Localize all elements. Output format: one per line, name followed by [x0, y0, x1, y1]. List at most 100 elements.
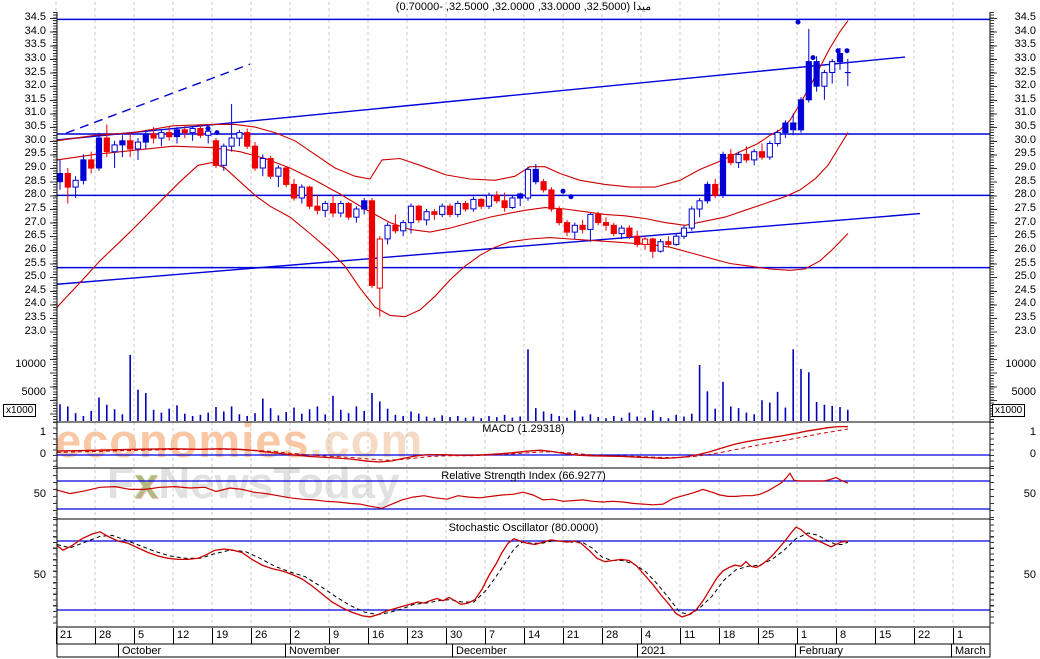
price-label-right: 28.0: [1014, 188, 1036, 201]
price-label-right: 28.5: [1014, 174, 1036, 187]
price-label-right: 25.5: [1014, 256, 1036, 269]
stoch-ruler-left: [53, 519, 57, 627]
price-ruler-right-major: [990, 18, 997, 425]
price-label-right: 24.0: [1014, 297, 1036, 310]
price-label-right: 29.5: [1014, 147, 1036, 160]
rsi-ruler-left: [53, 468, 57, 519]
price-label-left: 26.5: [24, 229, 46, 242]
date-tick-label: 2: [294, 629, 301, 641]
rsi-label-right: 50: [1023, 488, 1036, 500]
macd-label-left: 1: [39, 426, 46, 438]
macd-label-right: 0: [1029, 448, 1036, 460]
date-tick-label: 23: [411, 629, 424, 641]
watermark-brand: economies.com: [55, 417, 423, 464]
price-label-left: 31.0: [24, 106, 46, 119]
price-label-right: 31.5: [1014, 92, 1036, 105]
macd-label-left: 0: [39, 448, 46, 460]
price-label-left: 25.0: [24, 270, 46, 283]
macd-label-right: 1: [1029, 426, 1036, 438]
price-label-left: 33.0: [24, 51, 46, 64]
date-tick-separator: [251, 628, 252, 644]
price-label-left: 34.5: [24, 11, 46, 23]
rsi-label-left: 50: [33, 488, 46, 500]
volume-unit-box-left: x1000: [3, 404, 37, 417]
price-label-left: 31.5: [24, 92, 46, 105]
date-tick-label: 11: [684, 629, 696, 641]
date-tick-separator: [56, 628, 57, 644]
date-tick-separator: [836, 628, 837, 644]
price-label-left: 27.5: [24, 201, 46, 214]
date-tick-label: 9: [333, 629, 340, 641]
price-label-left: 34.0: [24, 24, 46, 37]
date-tick-separator: [485, 628, 486, 644]
date-tick-label: 22: [918, 629, 931, 641]
date-tick-label: 28: [99, 629, 112, 641]
price-label-left: 28.0: [24, 188, 46, 201]
date-tick-separator: [563, 628, 564, 644]
security-title: ميدا (32.5000, 33.0000, 32.0000, 32.5000…: [395, 1, 652, 13]
volume-label-left: 10000: [15, 358, 46, 370]
month-label: October: [122, 645, 162, 657]
date-tick-separator: [953, 628, 954, 644]
watermark: economies.com FxNewsToday: [55, 417, 423, 508]
price-label-right: 27.5: [1014, 201, 1036, 214]
date-tick-label: 18: [723, 629, 736, 641]
price-label-right: 30.0: [1014, 133, 1036, 146]
price-label-left: 24.5: [24, 283, 46, 296]
date-tick-label: 7: [489, 629, 496, 641]
date-tick-separator: [368, 628, 369, 644]
month-separator: [452, 644, 453, 657]
price-label-left: 25.5: [24, 256, 46, 269]
price-label-right: 33.0: [1014, 51, 1036, 64]
date-tick-separator: [797, 628, 798, 644]
date-tick-separator: [524, 628, 525, 644]
macd-ruler-left: [53, 422, 57, 468]
date-tick-separator: [173, 628, 174, 644]
price-label-left: 29.5: [24, 147, 46, 160]
price-label-right: 29.0: [1014, 161, 1036, 174]
date-tick-separator: [914, 628, 915, 644]
price-label-left: 32.5: [24, 65, 46, 78]
price-label-right: 23.5: [1014, 311, 1036, 324]
price-label-right: 26.5: [1014, 229, 1036, 242]
date-tick-separator: [758, 628, 759, 644]
price-label-right: 34.5: [1014, 11, 1036, 23]
month-label: 2021: [641, 645, 666, 657]
date-tick-label: 12: [177, 629, 190, 641]
price-label-right: 30.5: [1014, 120, 1036, 133]
price-label-right: 33.5: [1014, 38, 1036, 51]
price-label-left: 28.5: [24, 174, 46, 187]
stoch-label-left: 50: [33, 568, 46, 581]
watermark-brand-text: economies: [55, 414, 310, 467]
date-tick-separator: [212, 628, 213, 644]
date-tick-label: 1: [957, 629, 964, 641]
month-separator: [951, 644, 952, 657]
price-ruler-left-major: [50, 18, 57, 425]
watermark-x-logo: x: [133, 459, 159, 508]
volume-label-left: 5000: [21, 386, 46, 398]
date-tick-separator: [875, 628, 876, 644]
price-label-left: 26.0: [24, 242, 46, 255]
price-label-right: 31.0: [1014, 106, 1036, 119]
volume-unit-box-right: x1000: [992, 404, 1026, 417]
date-tick-label: 1: [801, 629, 808, 641]
price-label-right: 32.0: [1014, 79, 1036, 92]
date-tick-label: 28: [606, 629, 619, 641]
date-tick-separator: [407, 628, 408, 644]
month-separator: [118, 644, 119, 657]
stoch-ruler-right: [990, 519, 994, 627]
date-tick-separator: [95, 628, 96, 644]
month-separator: [285, 644, 286, 657]
month-label: February: [799, 645, 844, 657]
month-separator: [637, 644, 638, 657]
price-label-right: 27.0: [1014, 215, 1036, 228]
price-label-left: 29.0: [24, 161, 46, 174]
date-tick-label: 5: [138, 629, 145, 641]
stochastic-panel-title: Stochastic Oscillator (80.0000): [448, 522, 599, 534]
price-label-right: 25.0: [1014, 270, 1036, 283]
volume-label-right: 10000: [1005, 358, 1036, 370]
date-tick-separator: [134, 628, 135, 644]
